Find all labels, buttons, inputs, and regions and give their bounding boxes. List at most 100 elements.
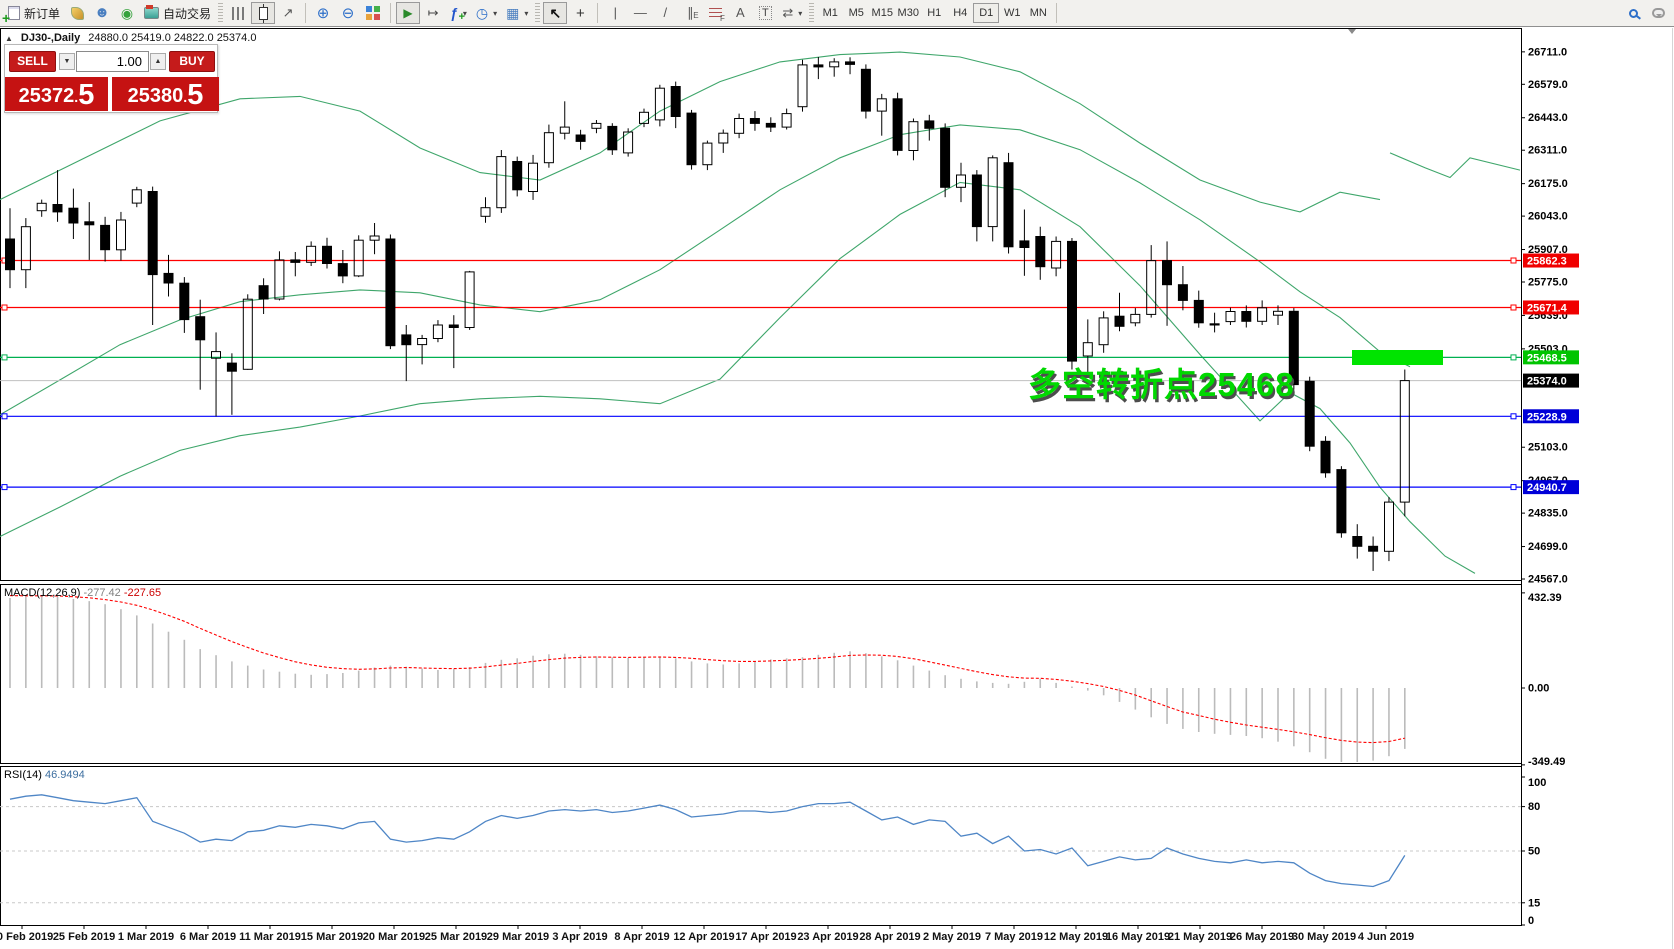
date-label: 20 Feb 2019 — [0, 931, 53, 943]
chart-shift-button[interactable]: ↦ — [421, 2, 445, 24]
date-label: 16 May 2019 — [1106, 931, 1170, 943]
date-label: 6 Mar 2019 — [180, 931, 236, 943]
template-icon: ▦ — [506, 4, 520, 21]
date-label: 8 Apr 2019 — [614, 931, 669, 943]
new-order-button[interactable]: 新订单 — [2, 2, 64, 26]
auto-scroll-icon: ▶ — [403, 6, 413, 20]
volume-increase-button[interactable]: ▲ — [150, 53, 166, 70]
channel-button[interactable]: ∥ — [678, 2, 702, 24]
date-label: 15 Mar 2019 — [301, 931, 363, 943]
text-button[interactable]: A — [728, 2, 752, 24]
timeframe-mn-button[interactable]: MN — [1025, 3, 1051, 23]
line-endpoint-marker — [1, 484, 8, 491]
price-tick-label: 25775.0 — [1528, 276, 1568, 288]
toolbar-grip — [809, 3, 815, 23]
vertical-line-icon: | — [613, 5, 618, 20]
search-icon — [1628, 8, 1638, 18]
separator — [305, 3, 307, 23]
rsi-label: RSI(14) 46.9494 — [4, 769, 85, 781]
timeframe-h1-button[interactable]: H1 — [921, 3, 947, 23]
macd-tick-label: 0.00 — [1528, 683, 1549, 695]
buy-price-main: 25380 — [127, 85, 184, 107]
profile-button[interactable]: ☻ — [90, 2, 114, 24]
rsi-tick-label: 50 — [1528, 846, 1540, 858]
date-label: 12 May 2019 — [1044, 931, 1108, 943]
chart-canvas[interactable]: 26711.0 26579.0 26443.0 26311.0 26175.0 26043… — [0, 28, 1674, 949]
price-line-badge-text: 25468.5 — [1527, 352, 1567, 364]
timeframe-m15-button[interactable]: M15 — [869, 3, 895, 23]
date-label: 12 Apr 2019 — [673, 931, 734, 943]
macd-signal-line — [9, 595, 1405, 744]
templates-button[interactable]: ▦ ▾ — [502, 2, 532, 24]
arrows-button[interactable]: ⇄ ▾ — [778, 2, 806, 24]
auto-trading-button[interactable]: 自动交易 — [140, 2, 215, 24]
price-tick-label: 24835.0 — [1528, 508, 1568, 520]
bar-chart-button[interactable] — [226, 2, 250, 24]
crosshair-button[interactable]: + — [568, 2, 592, 24]
tile-windows-button[interactable] — [361, 2, 385, 24]
zoom-in-button[interactable]: ⊕ — [311, 2, 335, 24]
chart-area[interactable]: 26711.0 26579.0 26443.0 26311.0 26175.0 26043… — [0, 28, 1674, 949]
vertical-line-button[interactable]: | — [603, 2, 627, 24]
line-chart-button[interactable]: ↗ — [276, 2, 300, 24]
price-line-badge — [1523, 300, 1579, 315]
toolbar-grip — [218, 3, 224, 23]
price-line-badge-text: 25671.4 — [1527, 302, 1568, 314]
horizontal-line-button[interactable]: — — [628, 2, 652, 24]
macd-tick-label: 432.39 — [1528, 592, 1562, 604]
buy-price-display[interactable]: 25380 . 5 — [112, 77, 219, 111]
rsi-tick-label: 15 — [1528, 897, 1540, 909]
fibonacci-button[interactable] — [703, 2, 727, 24]
cursor-icon: ↖ — [549, 4, 562, 21]
main-pane — [0, 28, 1522, 581]
sell-button[interactable]: SELL — [9, 51, 56, 72]
volume-decrease-button[interactable]: ▼ — [59, 53, 75, 70]
timeframe-bar: M1 M5 M15 M30 H1 H4 D1 W1 MN — [817, 3, 1051, 23]
date-label: 17 Apr 2019 — [735, 931, 796, 943]
bollinger-middle-band — [0, 124, 1411, 416]
date-label: 25 Mar 2019 — [425, 931, 487, 943]
zoom-in-icon: ⊕ — [316, 4, 330, 22]
periods-button[interactable]: ◷ ▾ — [472, 2, 501, 24]
line-chart-icon: ↗ — [282, 5, 294, 20]
text-label-button[interactable]: T — [753, 2, 777, 24]
signal-icon: ◉ — [120, 5, 134, 21]
buy-button[interactable]: BUY — [169, 51, 215, 72]
price-tick-label: 26579.0 — [1528, 79, 1568, 91]
styles-button[interactable] — [65, 2, 89, 24]
search-button[interactable] — [1621, 2, 1645, 24]
line-endpoint-marker — [1, 413, 8, 420]
cursor-button[interactable]: ↖ — [543, 2, 568, 24]
timeframe-d1-button[interactable]: D1 — [973, 3, 1000, 23]
date-label: 25 Feb 2019 — [53, 931, 115, 943]
timeframe-m5-button[interactable]: M5 — [843, 3, 869, 23]
auto-scroll-button[interactable]: ▶ — [396, 2, 421, 24]
crosshair-icon: + — [575, 4, 585, 22]
bollinger-upper-band-2 — [1389, 152, 1521, 179]
scroll-position-marker — [1348, 29, 1356, 34]
timeframe-m1-button[interactable]: M1 — [817, 3, 843, 23]
line-endpoint-marker — [1, 354, 8, 361]
price-tick-label: 24567.0 — [1528, 574, 1568, 586]
buy-price-pip: 5 — [187, 79, 204, 111]
chart-title: ▲ DJ30-,Daily 24880.0 25419.0 24822.0 25… — [5, 32, 256, 44]
sell-price-display[interactable]: 25372 . 5 — [5, 77, 110, 111]
trendline-button[interactable]: / — [653, 2, 677, 24]
timeframe-h4-button[interactable]: H4 — [947, 3, 973, 23]
volume-input[interactable] — [76, 51, 149, 72]
zoom-out-button[interactable]: ⊖ — [336, 2, 360, 24]
clock-icon: ◷ — [475, 4, 489, 21]
line-endpoint-marker — [1510, 304, 1517, 311]
price-tick-label: 26043.0 — [1528, 211, 1568, 223]
highlight-zone — [1352, 350, 1443, 365]
timeframe-m30-button[interactable]: M30 — [895, 3, 921, 23]
rsi-line — [9, 794, 1406, 888]
timeframe-w1-button[interactable]: W1 — [999, 3, 1025, 23]
chat-button[interactable] — [1646, 2, 1670, 24]
indicators-button[interactable]: ƒ▾ — [446, 2, 471, 24]
chart-annotation-text: 多空转折点25468 — [1028, 366, 1295, 403]
signals-button[interactable]: ◉ — [115, 2, 139, 24]
collapse-icon[interactable]: ▲ — [5, 33, 13, 43]
candle-chart-button[interactable] — [251, 2, 276, 24]
rsi-tick-label: 80 — [1528, 801, 1540, 813]
